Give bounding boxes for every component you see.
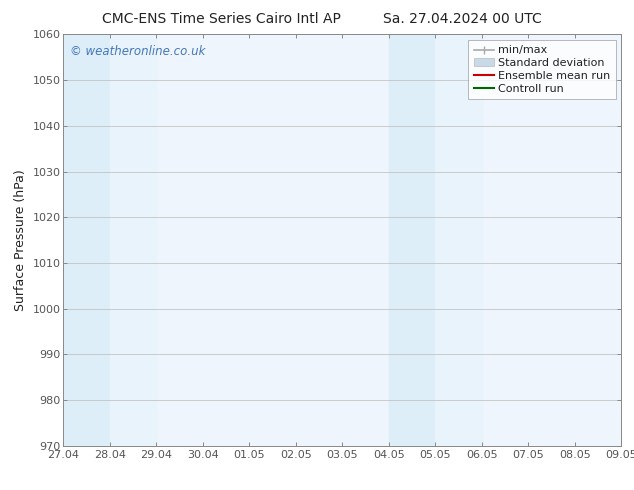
Text: © weatheronline.co.uk: © weatheronline.co.uk (70, 45, 205, 58)
Bar (110, 34, 157, 446)
Y-axis label: Surface Pressure (hPa): Surface Pressure (hPa) (14, 169, 27, 311)
Text: CMC-ENS Time Series Cairo Intl AP: CMC-ENS Time Series Cairo Intl AP (103, 12, 341, 26)
Text: Sa. 27.04.2024 00 UTC: Sa. 27.04.2024 00 UTC (384, 12, 542, 26)
Bar (389, 34, 436, 446)
Bar (63, 34, 110, 446)
Bar (436, 34, 482, 446)
Legend: min/max, Standard deviation, Ensemble mean run, Controll run: min/max, Standard deviation, Ensemble me… (468, 40, 616, 99)
